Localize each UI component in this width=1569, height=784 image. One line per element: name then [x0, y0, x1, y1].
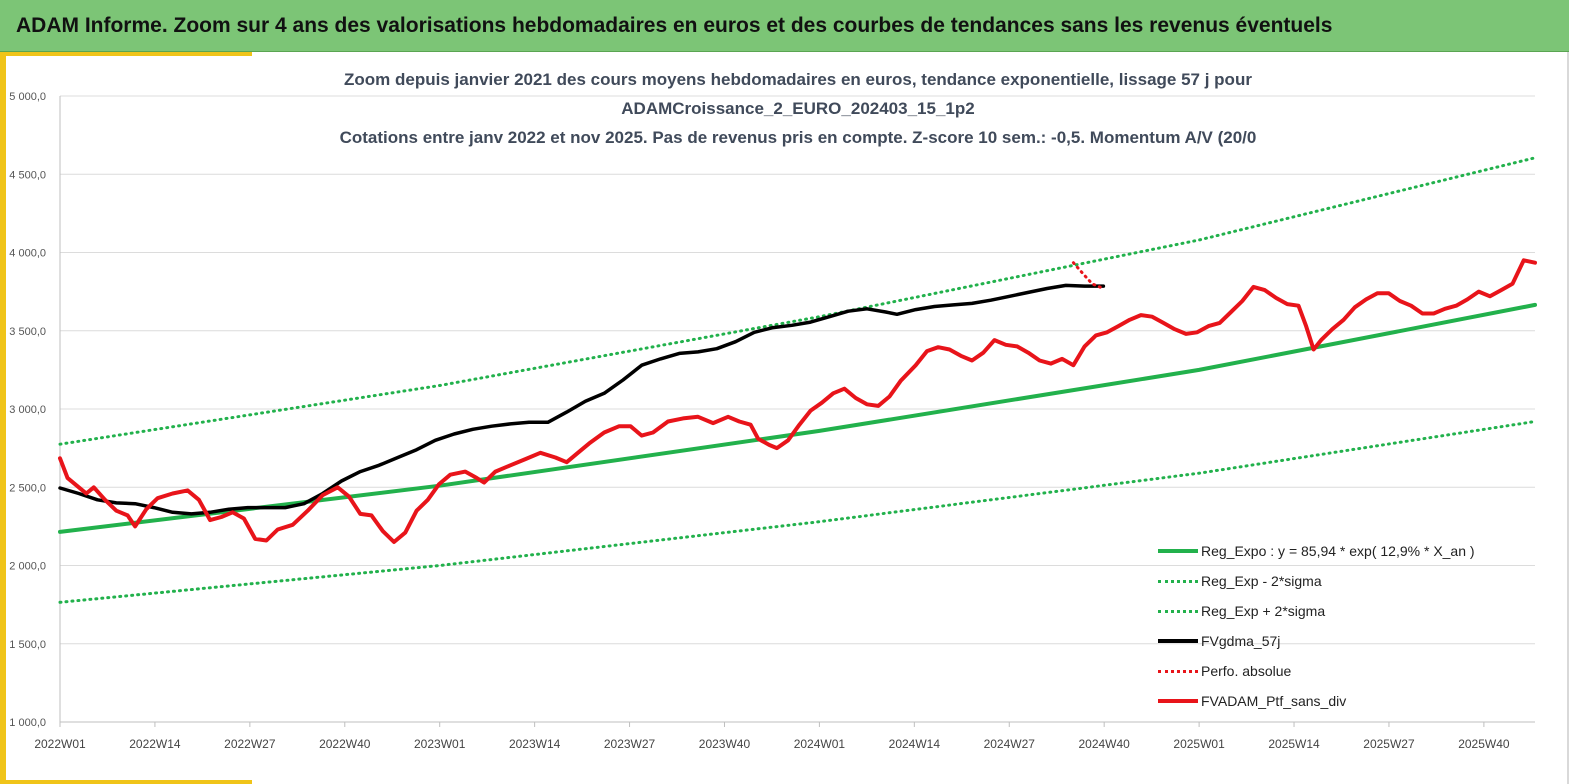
series-line-4: [1071, 261, 1105, 290]
legend-label: Reg_Expo : y = 85,94 * exp( 12,9% * X_an…: [1201, 543, 1475, 559]
chart-grid: [60, 95, 1535, 723]
chart-title-line-3: Cotations entre janv 2022 et nov 2025. P…: [339, 128, 1257, 147]
x-tick-label: 2023W14: [509, 737, 561, 751]
x-tick-label: 2022W40: [319, 737, 371, 751]
x-tick-label: 2025W27: [1363, 737, 1415, 751]
x-tick-label: 2024W40: [1078, 737, 1130, 751]
y-tick-label: 5 000,0: [9, 91, 46, 103]
frame-top-border: [0, 52, 252, 56]
x-tick-label: 2025W40: [1458, 737, 1510, 751]
banner-title: ADAM Informe. Zoom sur 4 ans des valoris…: [16, 13, 1333, 37]
legend-label: FVgdma_57j: [1201, 633, 1281, 649]
series-line-1: [58, 420, 1537, 604]
x-tick-label: 2024W14: [889, 737, 941, 751]
x-tick-label: 2025W14: [1268, 737, 1320, 751]
x-tick-label: 2024W27: [984, 737, 1036, 751]
y-tick-label: 4 000,0: [9, 248, 46, 260]
y-tick-label: 4 500,0: [9, 169, 46, 181]
legend-label: Reg_Exp + 2*sigma: [1201, 603, 1326, 619]
x-tick-label: 2022W01: [34, 737, 86, 751]
legend-swatch: [1158, 579, 1198, 583]
legend-swatch: [1158, 669, 1198, 673]
chart-axes: 1 000,0 1 500,0 2 000,0 2 500,0 3 000,0 3 500…: [9, 91, 1535, 751]
frame-left-border: [0, 52, 6, 784]
legend-swatch: [1158, 549, 1198, 553]
y-tick-label: 2 000,0: [9, 561, 46, 573]
y-tick-label: 2 500,0: [9, 482, 46, 494]
x-tick-label: 2025W01: [1173, 737, 1225, 751]
x-tick-label: 2023W01: [414, 737, 466, 751]
page-banner: ADAM Informe. Zoom sur 4 ans des valoris…: [0, 0, 1569, 52]
x-tick-label: 2023W40: [699, 737, 751, 751]
legend-swatch: [1158, 609, 1198, 613]
x-tick-label: 2022W27: [224, 737, 276, 751]
x-tick-label: 2022W14: [129, 737, 181, 751]
series-line-0: [58, 302, 1537, 534]
legend-swatch: [1158, 699, 1198, 703]
legend-label: Perfo. absolue: [1201, 663, 1292, 679]
y-tick-label: 3 500,0: [9, 326, 46, 338]
legend-item: Reg_Exp + 2*sigma: [1158, 596, 1548, 626]
y-tick-label: 3 000,0: [9, 404, 46, 416]
frame-bottom-border: [0, 780, 252, 784]
legend-item: Perfo. absolue: [1158, 656, 1548, 686]
legend-swatch: [1158, 639, 1198, 643]
series-line-3: [58, 283, 1106, 516]
legend-item: FVADAM_Ptf_sans_div: [1158, 686, 1548, 716]
legend-label: Reg_Exp - 2*sigma: [1201, 573, 1322, 589]
frame-right-border: [1567, 52, 1569, 784]
legend-label: FVADAM_Ptf_sans_div: [1201, 693, 1347, 709]
legend-item: FVgdma_57j: [1158, 626, 1548, 656]
x-tick-label: 2023W27: [604, 737, 656, 751]
y-tick-label: 1 500,0: [9, 639, 46, 651]
chart-legend: Reg_Expo : y = 85,94 * exp( 12,9% * X_an…: [1158, 536, 1548, 716]
series-line-2: [58, 156, 1537, 446]
legend-item: Reg_Expo : y = 85,94 * exp( 12,9% * X_an…: [1158, 536, 1548, 566]
chart-title-line-2: ADAMCroissance_2_EURO_202403_15_1p2: [621, 99, 975, 118]
y-tick-label: 1 000,0: [9, 717, 46, 729]
chart-title-line-1: Zoom depuis janvier 2021 des cours moyen…: [344, 70, 1252, 89]
legend-item: Reg_Exp - 2*sigma: [1158, 566, 1548, 596]
x-tick-label: 2024W01: [794, 737, 846, 751]
chart-series: [58, 156, 1537, 604]
series-line-5: [58, 258, 1537, 544]
